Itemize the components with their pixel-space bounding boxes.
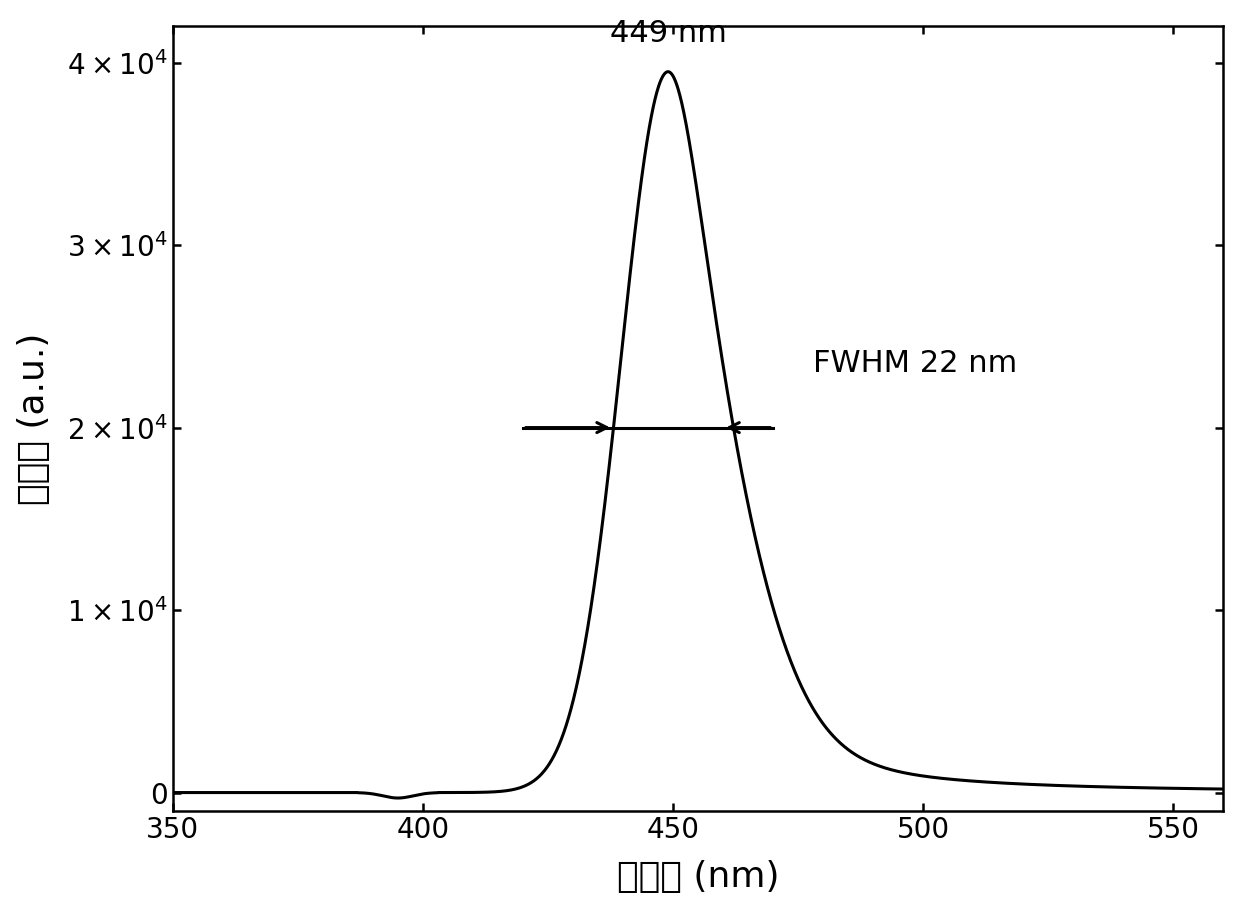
Text: FWHM 22 nm: FWHM 22 nm xyxy=(813,349,1017,378)
X-axis label: 波　长 (nm): 波 长 (nm) xyxy=(616,860,779,895)
Y-axis label: 强　度 (a.u.): 强 度 (a.u.) xyxy=(16,333,51,505)
Text: 449 nm: 449 nm xyxy=(610,19,727,48)
